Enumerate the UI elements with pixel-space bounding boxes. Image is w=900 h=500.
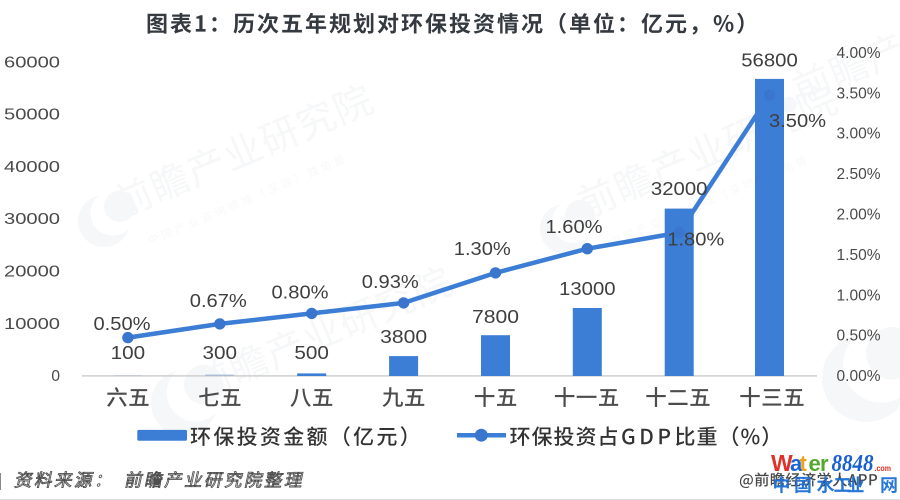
svg-text:3.00%: 3.00%	[837, 126, 881, 143]
svg-text:13000: 13000	[559, 279, 616, 299]
svg-text:32000: 32000	[651, 179, 708, 199]
svg-text:40000: 40000	[4, 159, 60, 176]
svg-text:0.80%: 0.80%	[272, 282, 329, 302]
svg-text:0: 0	[51, 368, 60, 385]
svg-text:300: 300	[203, 343, 238, 363]
svg-text:20000: 20000	[4, 264, 60, 281]
svg-text:10000: 10000	[4, 316, 60, 333]
svg-text:1.60%: 1.60%	[546, 217, 603, 237]
svg-text:100: 100	[111, 343, 146, 363]
svg-text:1.30%: 1.30%	[454, 239, 511, 259]
svg-text:50000: 50000	[4, 107, 60, 124]
svg-text:2.00%: 2.00%	[837, 207, 881, 224]
svg-text:0.50%: 0.50%	[94, 314, 151, 334]
svg-text:1.50%: 1.50%	[837, 247, 881, 264]
svg-text:0.93%: 0.93%	[362, 272, 419, 292]
svg-text:t: t	[800, 451, 808, 476]
svg-text:3.50%: 3.50%	[837, 85, 881, 102]
svg-text:1.00%: 1.00%	[837, 287, 881, 304]
svg-text:3800: 3800	[380, 327, 427, 347]
svg-text:56800: 56800	[741, 51, 798, 71]
svg-text:.com: .com	[875, 463, 892, 473]
svg-text:30000: 30000	[4, 211, 60, 228]
svg-text:0.00%: 0.00%	[837, 368, 881, 385]
svg-text:a: a	[790, 451, 803, 476]
svg-text:W: W	[771, 450, 793, 476]
svg-text:0.67%: 0.67%	[190, 291, 247, 311]
svg-text:0.50%: 0.50%	[837, 328, 881, 345]
svg-text:7800: 7800	[472, 307, 519, 327]
svg-text:8848: 8848	[832, 451, 874, 477]
svg-text:2.50%: 2.50%	[837, 166, 881, 183]
svg-text:60000: 60000	[4, 54, 60, 71]
svg-text:4.00%: 4.00%	[837, 45, 881, 62]
svg-text:r: r	[820, 451, 829, 476]
svg-text:3.50%: 3.50%	[769, 111, 826, 131]
svg-text:1.80%: 1.80%	[667, 229, 724, 249]
svg-text:500: 500	[294, 343, 329, 363]
svg-text:e: e	[809, 451, 821, 476]
